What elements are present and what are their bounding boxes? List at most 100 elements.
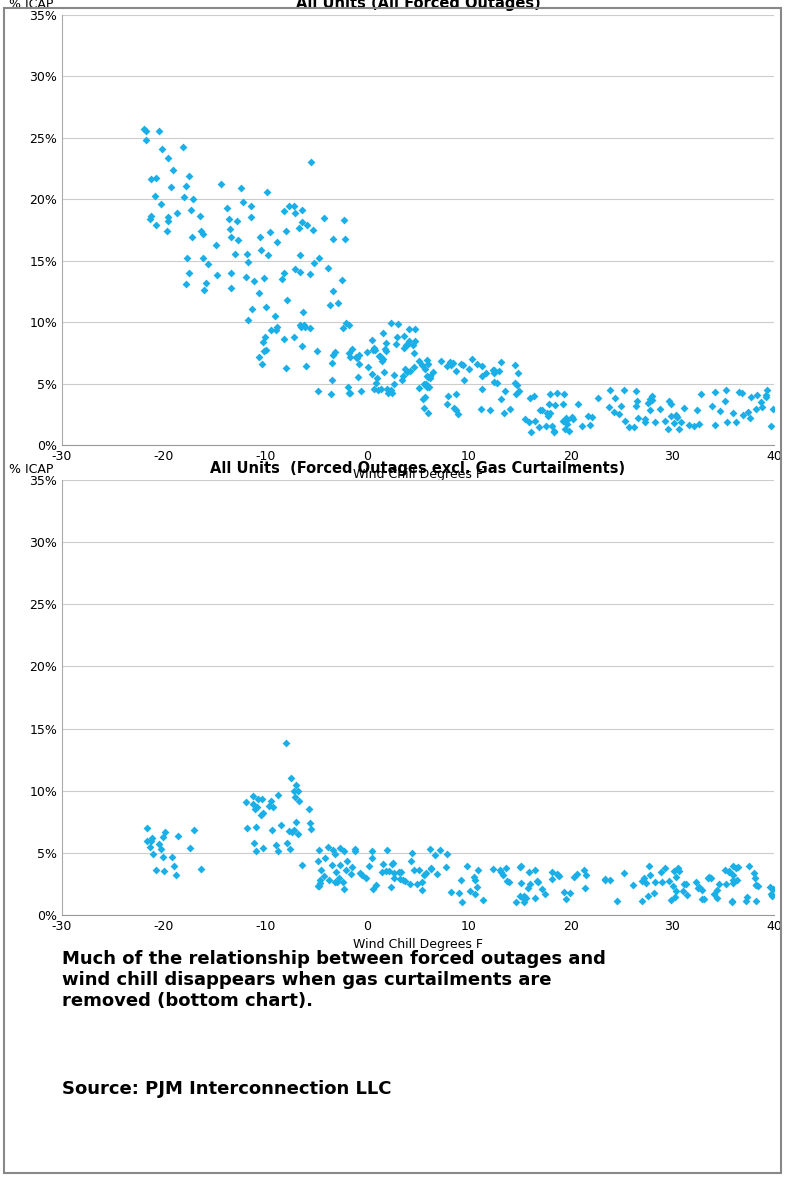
Point: [441, 357, 454, 376]
Point: [408, 358, 421, 377]
Point: [317, 867, 330, 885]
Point: [687, 416, 700, 435]
Point: [326, 371, 338, 390]
Point: [488, 363, 501, 382]
Point: [416, 356, 428, 375]
Point: [400, 335, 413, 354]
Point: [579, 865, 592, 884]
Point: [723, 863, 735, 882]
Point: [499, 381, 511, 400]
Point: [349, 839, 361, 858]
Point: [337, 318, 350, 337]
Point: [598, 870, 611, 889]
Point: [258, 268, 271, 286]
Point: [263, 797, 275, 816]
Point: [416, 881, 428, 900]
Point: [419, 374, 432, 393]
Point: [528, 386, 540, 404]
Point: [422, 404, 435, 423]
Point: [584, 415, 596, 434]
Point: [366, 880, 379, 898]
Point: [740, 891, 753, 910]
Point: [760, 387, 772, 406]
Point: [413, 378, 425, 397]
Point: [532, 872, 544, 891]
Point: [693, 414, 705, 433]
Point: [417, 399, 430, 417]
Point: [559, 420, 571, 439]
Point: [411, 875, 424, 894]
Point: [603, 399, 615, 417]
Point: [155, 195, 167, 213]
Point: [271, 232, 283, 251]
Point: [264, 321, 277, 340]
Point: [735, 383, 748, 402]
Point: [387, 375, 400, 394]
Point: [450, 362, 462, 381]
Point: [536, 400, 548, 419]
Point: [366, 849, 379, 868]
Point: [241, 253, 254, 272]
Point: [179, 275, 192, 294]
Point: [363, 856, 376, 875]
Point: [144, 210, 156, 229]
Point: [551, 383, 563, 402]
Point: [144, 838, 157, 857]
Point: [376, 863, 388, 882]
Point: [392, 863, 405, 882]
Point: [241, 818, 254, 837]
Point: [181, 248, 193, 266]
Point: [342, 383, 355, 402]
Point: [512, 363, 525, 382]
Point: [308, 253, 320, 272]
Point: [386, 855, 398, 874]
Point: [664, 407, 677, 426]
Point: [342, 377, 354, 396]
Point: [727, 874, 739, 893]
Point: [743, 857, 756, 876]
Point: [663, 872, 675, 891]
Point: [317, 209, 330, 228]
Point: [531, 871, 544, 890]
Point: [269, 307, 282, 325]
Point: [727, 856, 739, 875]
Point: [727, 403, 739, 422]
Point: [447, 354, 459, 373]
Point: [544, 403, 557, 422]
Point: [252, 283, 265, 302]
Point: [225, 279, 237, 298]
Point: [487, 859, 499, 878]
Point: [322, 259, 335, 278]
Point: [525, 422, 537, 441]
Point: [315, 861, 327, 880]
Point: [296, 336, 308, 355]
Point: [517, 889, 529, 908]
Point: [513, 857, 525, 876]
Point: [230, 211, 243, 230]
Point: [188, 821, 200, 839]
Point: [559, 408, 572, 427]
Point: [765, 417, 777, 436]
Point: [671, 408, 683, 427]
Point: [733, 382, 746, 401]
Point: [558, 882, 570, 901]
Point: [196, 249, 209, 268]
Point: [222, 210, 235, 229]
Point: [663, 391, 675, 410]
Point: [488, 361, 501, 380]
Point: [242, 310, 255, 329]
Point: [679, 875, 692, 894]
Point: [185, 228, 198, 246]
Point: [522, 878, 535, 897]
Point: [418, 865, 431, 884]
Point: [386, 383, 398, 402]
Point: [440, 395, 453, 414]
Point: [644, 389, 656, 408]
Point: [288, 788, 301, 806]
Point: [323, 870, 336, 889]
Point: [626, 875, 639, 894]
Point: [321, 837, 334, 856]
Point: [328, 872, 341, 891]
Point: [319, 848, 331, 867]
Point: [178, 187, 191, 206]
